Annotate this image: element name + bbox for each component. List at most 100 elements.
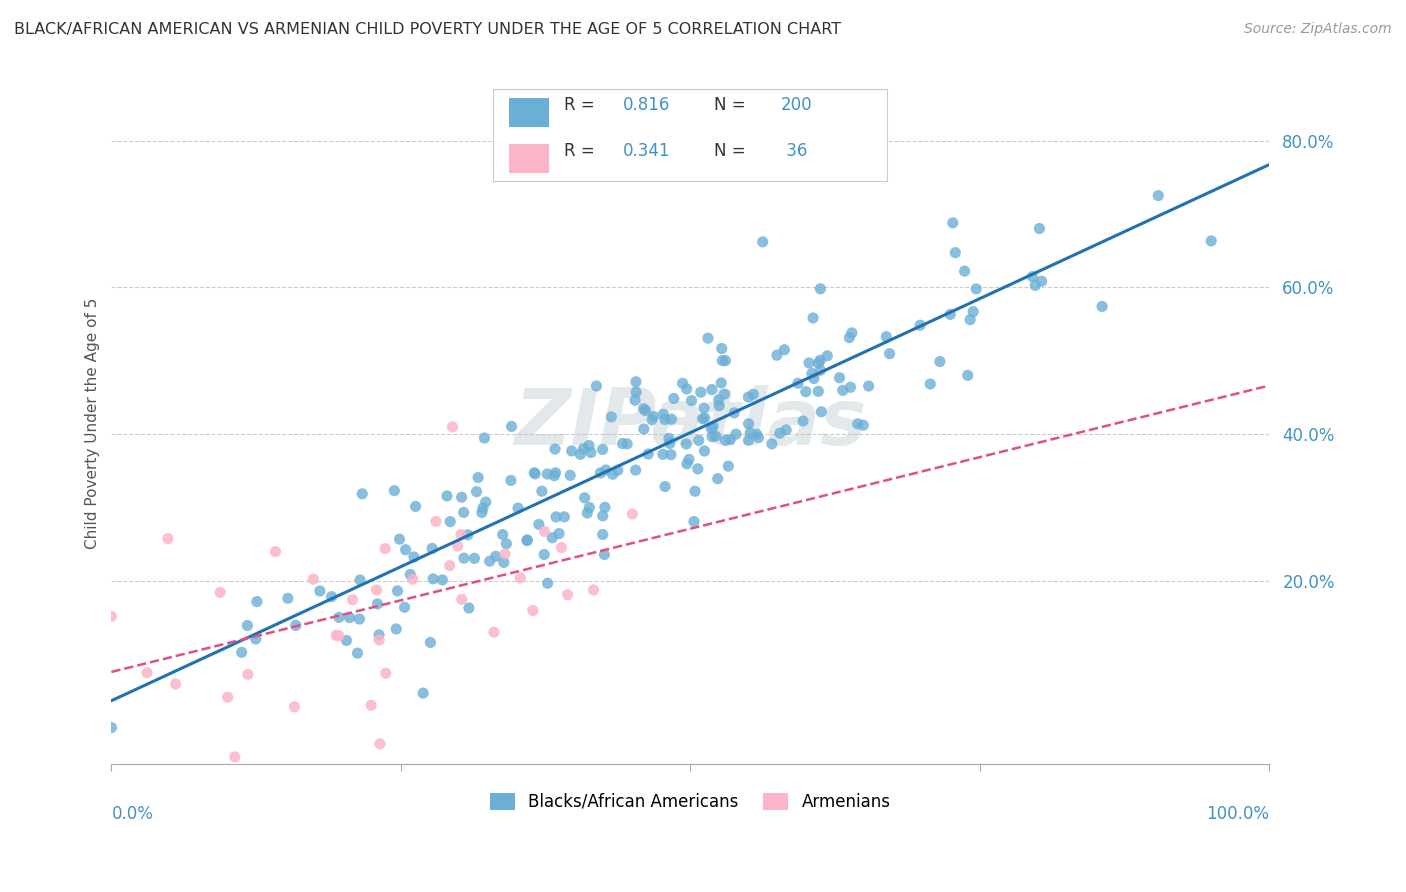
Point (536, 467, 558, 481)
Point (533, 548, 555, 562)
Point (710, 376, 733, 390)
Point (928, 354, 950, 368)
Point (550, 541, 572, 555)
Point (576, 506, 599, 520)
Point (582, 582, 605, 597)
Point (465, 484, 488, 499)
Legend: Blacks/African Americans, Armenians: Blacks/African Americans, Armenians (484, 786, 897, 817)
Point (450, 527, 472, 541)
Point (841, 326, 863, 340)
Point (335, 633, 357, 648)
Point (541, 531, 564, 545)
Point (633, 401, 655, 416)
Point (773, 343, 796, 357)
Point (165, 677, 187, 691)
Point (616, 437, 638, 451)
Point (810, 405, 832, 419)
Point (801, 310, 824, 325)
Point (224, 750, 246, 764)
Point (839, 380, 862, 394)
Point (536, 576, 558, 591)
Point (277, 591, 299, 606)
Point (678, 452, 700, 467)
Point (808, 363, 831, 377)
Point (908, 318, 931, 333)
Point (704, 429, 727, 443)
Point (561, 444, 583, 458)
Point (1091, 300, 1114, 314)
Point (284, 618, 307, 632)
Point (600, 409, 623, 424)
Point (700, 383, 723, 397)
Point (366, 597, 388, 611)
Point (457, 528, 479, 542)
Point (578, 438, 600, 452)
Point (709, 399, 731, 413)
Point (339, 610, 361, 624)
Point (399, 567, 422, 582)
Point (495, 537, 517, 551)
Point (405, 500, 427, 514)
Point (875, 330, 897, 344)
Point (509, 571, 531, 585)
Point (659, 448, 682, 462)
Point (713, 387, 735, 401)
Point (557, 588, 579, 602)
Point (366, 582, 388, 597)
Point (593, 548, 616, 562)
Point (706, 472, 728, 486)
Point (458, 601, 481, 615)
Point (569, 447, 592, 461)
Point (662, 392, 685, 406)
Point (492, 527, 515, 541)
Point (346, 646, 368, 660)
Point (700, 430, 723, 444)
Point (654, 412, 676, 426)
Point (245, 632, 267, 646)
Point (482, 625, 505, 640)
Point (100, 609, 122, 624)
Point (579, 445, 602, 459)
Point (309, 584, 332, 599)
Point (652, 407, 675, 421)
Point (328, 610, 350, 624)
Point (352, 487, 374, 501)
Point (420, 541, 443, 556)
Point (589, 466, 612, 480)
Point (439, 515, 461, 529)
Point (942, 216, 965, 230)
Point (634, 403, 657, 417)
Point (217, 690, 239, 705)
Point (474, 431, 496, 445)
Point (801, 367, 824, 381)
Point (624, 375, 647, 389)
Point (787, 376, 810, 391)
Point (360, 698, 382, 713)
Point (775, 423, 797, 437)
Point (453, 505, 475, 519)
Point (471, 501, 494, 516)
Point (494, 547, 516, 561)
Point (388, 532, 411, 546)
Point (676, 457, 699, 471)
Point (595, 463, 617, 477)
Point (740, 425, 762, 440)
Point (953, 264, 976, 278)
Point (436, 489, 458, 503)
Point (792, 414, 814, 428)
Point (467, 470, 489, 484)
Point (385, 622, 408, 636)
Point (846, 417, 869, 431)
Point (578, 500, 600, 515)
Point (425, 515, 447, 529)
Point (136, 665, 159, 680)
Point (283, 699, 305, 714)
Point (717, 459, 740, 474)
Point (585, 379, 607, 393)
Point (441, 420, 464, 434)
Point (432, 573, 454, 587)
Point (658, 431, 681, 445)
Point (394, 542, 416, 557)
Point (637, 447, 659, 461)
Point (246, 594, 269, 608)
